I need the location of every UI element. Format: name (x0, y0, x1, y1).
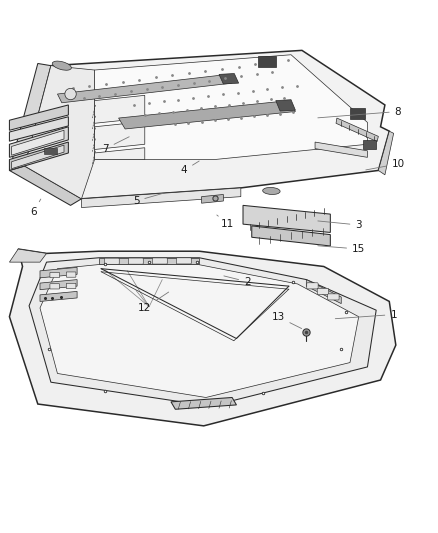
FancyBboxPatch shape (307, 283, 318, 289)
Polygon shape (10, 249, 396, 426)
FancyBboxPatch shape (66, 284, 76, 288)
Polygon shape (378, 131, 394, 175)
Polygon shape (276, 100, 295, 111)
FancyBboxPatch shape (177, 258, 191, 264)
FancyBboxPatch shape (104, 258, 119, 264)
Ellipse shape (263, 188, 280, 195)
Polygon shape (10, 166, 81, 205)
Polygon shape (25, 51, 389, 199)
Polygon shape (95, 55, 367, 159)
Polygon shape (40, 292, 77, 302)
Polygon shape (40, 268, 77, 278)
Polygon shape (219, 74, 239, 84)
Polygon shape (95, 122, 145, 149)
Polygon shape (29, 258, 376, 406)
Circle shape (65, 88, 76, 100)
Polygon shape (57, 75, 232, 103)
Polygon shape (252, 226, 330, 246)
Polygon shape (95, 95, 145, 123)
Text: 2: 2 (224, 276, 251, 287)
Text: 5: 5 (133, 193, 164, 206)
Polygon shape (306, 280, 341, 304)
Text: 4: 4 (181, 161, 199, 175)
Text: 8: 8 (318, 107, 401, 118)
Polygon shape (243, 205, 330, 232)
FancyBboxPatch shape (258, 56, 276, 67)
Text: 3: 3 (318, 220, 362, 230)
Polygon shape (12, 145, 64, 169)
Text: 7: 7 (102, 137, 129, 154)
Polygon shape (10, 142, 68, 171)
Text: 12: 12 (138, 292, 169, 313)
Polygon shape (10, 63, 51, 171)
FancyBboxPatch shape (152, 258, 167, 264)
Polygon shape (201, 195, 223, 203)
Polygon shape (95, 148, 145, 159)
Polygon shape (25, 66, 95, 199)
FancyBboxPatch shape (317, 288, 328, 294)
Text: 15: 15 (318, 244, 365, 254)
Polygon shape (40, 264, 359, 398)
Text: 10: 10 (366, 159, 405, 170)
Text: 11: 11 (217, 215, 234, 229)
FancyBboxPatch shape (328, 294, 339, 300)
Text: 1: 1 (336, 310, 397, 319)
Polygon shape (10, 105, 68, 130)
Polygon shape (10, 117, 68, 141)
Polygon shape (99, 258, 199, 264)
Ellipse shape (52, 61, 71, 70)
FancyBboxPatch shape (66, 272, 76, 277)
Text: 6: 6 (30, 199, 41, 217)
Bar (44, 148, 57, 154)
FancyBboxPatch shape (50, 284, 60, 289)
FancyBboxPatch shape (363, 140, 376, 149)
Polygon shape (315, 142, 367, 157)
FancyBboxPatch shape (50, 272, 60, 278)
Polygon shape (12, 130, 64, 155)
Polygon shape (40, 280, 77, 289)
Polygon shape (119, 101, 295, 129)
FancyBboxPatch shape (128, 258, 143, 264)
Polygon shape (10, 127, 68, 157)
Polygon shape (81, 188, 241, 207)
Polygon shape (171, 398, 237, 409)
Polygon shape (336, 118, 378, 142)
FancyBboxPatch shape (350, 108, 365, 119)
Text: 13: 13 (271, 312, 302, 328)
Polygon shape (10, 249, 46, 262)
